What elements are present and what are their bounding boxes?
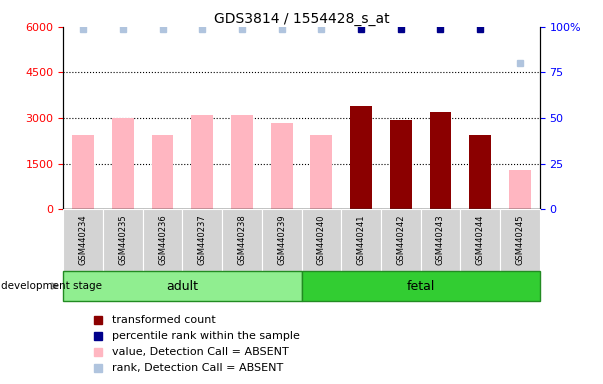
Bar: [112, 118, 134, 209]
Text: rank, Detection Call = ABSENT: rank, Detection Call = ABSENT: [112, 364, 283, 374]
Bar: [509, 170, 531, 209]
Text: fetal: fetal: [406, 280, 435, 293]
FancyBboxPatch shape: [302, 271, 540, 301]
Text: GSM440244: GSM440244: [476, 215, 485, 265]
Text: value, Detection Call = ABSENT: value, Detection Call = ABSENT: [112, 348, 289, 358]
FancyBboxPatch shape: [63, 271, 302, 301]
FancyBboxPatch shape: [500, 209, 540, 271]
Bar: [311, 135, 332, 209]
Text: transformed count: transformed count: [112, 315, 216, 325]
Text: GSM440242: GSM440242: [396, 215, 405, 265]
Bar: [72, 135, 94, 209]
FancyBboxPatch shape: [381, 209, 421, 271]
Bar: [350, 106, 372, 209]
FancyBboxPatch shape: [341, 209, 381, 271]
Text: GSM440237: GSM440237: [198, 215, 207, 265]
FancyBboxPatch shape: [460, 209, 500, 271]
Text: adult: adult: [166, 280, 198, 293]
Text: GSM440236: GSM440236: [158, 215, 167, 265]
Bar: [191, 115, 213, 209]
Text: GSM440240: GSM440240: [317, 215, 326, 265]
Bar: [390, 119, 412, 209]
Bar: [151, 135, 174, 209]
FancyBboxPatch shape: [262, 209, 302, 271]
FancyBboxPatch shape: [103, 209, 143, 271]
Text: development stage: development stage: [1, 281, 102, 291]
Text: GSM440239: GSM440239: [277, 215, 286, 265]
FancyBboxPatch shape: [302, 209, 341, 271]
Bar: [429, 112, 452, 209]
Text: GSM440241: GSM440241: [356, 215, 365, 265]
Bar: [271, 122, 292, 209]
Title: GDS3814 / 1554428_s_at: GDS3814 / 1554428_s_at: [213, 12, 390, 26]
FancyBboxPatch shape: [182, 209, 222, 271]
Bar: [469, 135, 491, 209]
FancyBboxPatch shape: [143, 209, 182, 271]
FancyBboxPatch shape: [421, 209, 460, 271]
Text: GSM440238: GSM440238: [238, 215, 247, 265]
Bar: [231, 115, 253, 209]
Text: GSM440235: GSM440235: [118, 215, 127, 265]
Text: GSM440234: GSM440234: [78, 215, 87, 265]
FancyBboxPatch shape: [63, 209, 103, 271]
Text: GSM440243: GSM440243: [436, 215, 445, 265]
Text: GSM440245: GSM440245: [516, 215, 525, 265]
Text: percentile rank within the sample: percentile rank within the sample: [112, 331, 300, 341]
FancyBboxPatch shape: [222, 209, 262, 271]
